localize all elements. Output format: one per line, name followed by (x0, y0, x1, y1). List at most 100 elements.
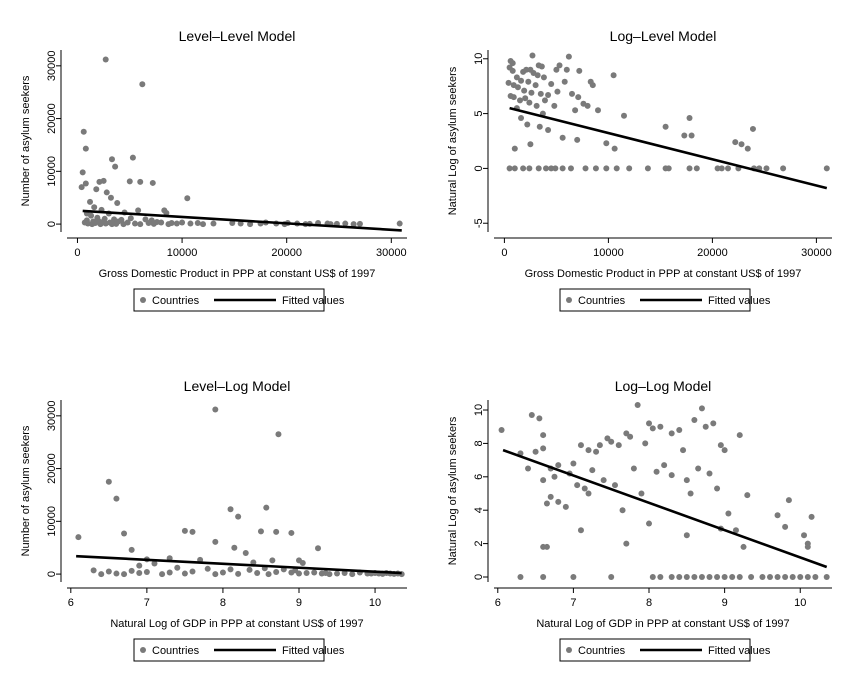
data-point (128, 567, 135, 574)
axes (487, 50, 832, 239)
data-point (535, 165, 542, 172)
data-point (98, 571, 105, 578)
x-tick-label: 10 (794, 597, 806, 609)
data-point (725, 165, 731, 172)
data-point (665, 165, 672, 172)
y-tick-label: 4 (473, 507, 485, 513)
data-point (555, 462, 562, 469)
data-point (92, 220, 99, 227)
data-point (326, 571, 333, 578)
data-point (341, 570, 348, 577)
data-point (527, 141, 534, 148)
data-point (173, 220, 180, 227)
x-tick-label: 20000 (697, 247, 728, 259)
scatter-points (505, 52, 830, 172)
data-point (691, 417, 698, 424)
data-point (559, 165, 566, 172)
data-point (603, 165, 610, 172)
data-point (79, 169, 86, 176)
data-point (729, 573, 736, 580)
data-point (145, 220, 152, 227)
data-point (668, 430, 675, 437)
data-point (782, 523, 789, 530)
data-point (548, 80, 555, 87)
data-point (229, 220, 236, 227)
y-tick-label: 30000 (46, 401, 58, 432)
data-point (797, 573, 804, 580)
data-point (121, 530, 128, 537)
data-point (698, 405, 705, 412)
data-point (135, 207, 142, 214)
data-point (638, 490, 645, 497)
data-point (577, 527, 584, 534)
y-tick-label: 30000 (46, 51, 58, 82)
data-point (732, 527, 739, 534)
data-point (227, 506, 234, 513)
data-point (593, 448, 600, 455)
y-axis-label: Natural Log of asylum seekers (447, 66, 459, 215)
data-point (132, 220, 138, 227)
data-point (823, 573, 830, 580)
fitted-line (76, 554, 402, 575)
data-point (608, 573, 615, 580)
data-point (212, 571, 219, 578)
data-point (611, 145, 618, 152)
data-point (634, 402, 641, 409)
data-point (288, 529, 295, 536)
y-tick-label: 2 (473, 541, 485, 547)
data-point (736, 573, 743, 580)
data-point (82, 180, 89, 187)
data-point (189, 568, 196, 575)
scatter-points (498, 402, 830, 580)
y-tick-label: 5 (473, 111, 485, 117)
legend: Countries Fitted values (133, 288, 345, 312)
legend-marker-countries (566, 647, 572, 653)
x-tick-label: 8 (646, 597, 652, 609)
x-tick-label: 10000 (167, 247, 198, 259)
data-point (748, 573, 755, 580)
data-point (801, 532, 808, 539)
data-point (507, 93, 514, 100)
data-point (174, 564, 181, 571)
data-point (149, 179, 156, 186)
x-axis-label: Gross Domestic Product in PPP at constan… (99, 268, 376, 280)
data-point (179, 219, 186, 226)
data-point (547, 493, 554, 500)
data-point (509, 60, 516, 67)
data-point (668, 472, 675, 479)
chart-title: Log–Level Model (610, 28, 717, 44)
x-tick-label: 9 (296, 597, 302, 609)
legend-label-fitted: Fitted values (282, 645, 345, 657)
data-point (642, 440, 649, 447)
data-point (686, 165, 693, 172)
data-point (540, 74, 547, 81)
data-point (194, 220, 201, 227)
data-point (126, 178, 133, 185)
y-axis-label: Number of asylum seekers (20, 425, 32, 556)
data-point (311, 569, 318, 576)
data-point (681, 132, 688, 139)
data-point (136, 562, 143, 569)
data-point (744, 145, 751, 152)
data-point (572, 107, 579, 114)
data-point (653, 468, 660, 475)
data-point (212, 538, 219, 545)
data-point (688, 132, 695, 139)
legend-label-countries: Countries (578, 645, 626, 657)
data-point (575, 94, 582, 101)
data-point (691, 573, 698, 580)
data-point (137, 178, 144, 185)
data-point (630, 465, 637, 472)
legend-label-countries: Countries (152, 295, 200, 307)
axes (60, 400, 407, 589)
data-point (254, 570, 261, 577)
data-point (136, 570, 143, 577)
data-point (113, 220, 120, 227)
data-point (763, 165, 770, 172)
data-point (676, 427, 683, 434)
data-point (257, 528, 264, 535)
legend-label-fitted: Fitted values (282, 295, 345, 307)
data-point (536, 123, 543, 130)
fitted-line (509, 106, 828, 190)
data-point (582, 165, 589, 172)
